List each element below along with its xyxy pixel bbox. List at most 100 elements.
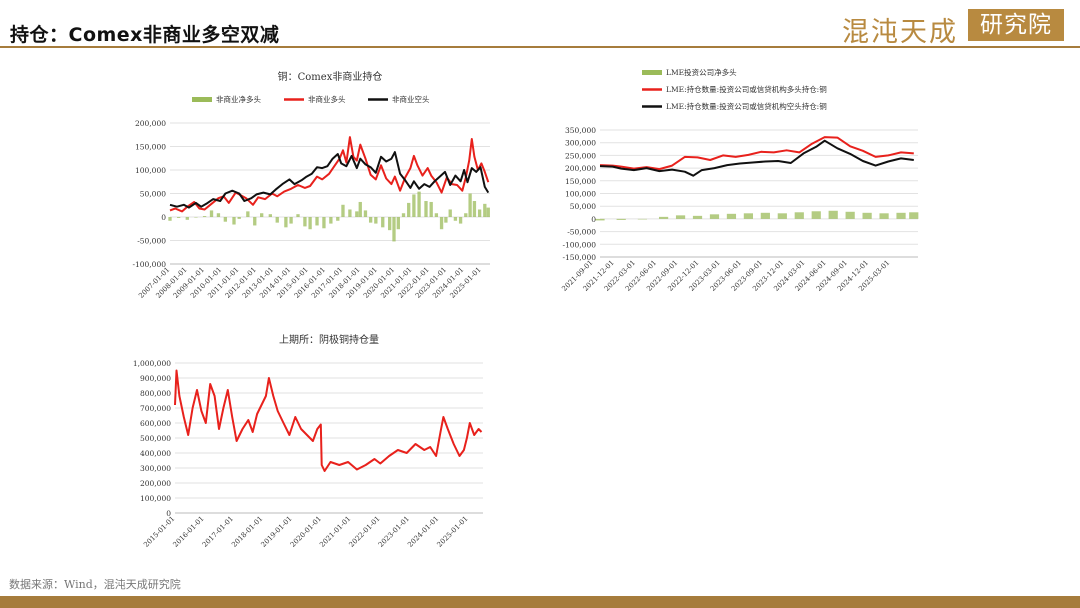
y-tick-label: 700,000 bbox=[140, 404, 171, 413]
bar bbox=[862, 212, 872, 219]
legend-label: 非商业空头 bbox=[392, 94, 430, 104]
bar bbox=[368, 217, 373, 223]
bar bbox=[289, 217, 293, 224]
bar bbox=[434, 213, 439, 217]
bar bbox=[777, 213, 787, 219]
bar bbox=[315, 217, 319, 226]
bar bbox=[743, 213, 754, 219]
y-tick-label: 600,000 bbox=[140, 419, 171, 428]
bar bbox=[322, 217, 326, 229]
legend-label: 非商业多头 bbox=[308, 94, 346, 104]
brand-research-box: 研究院 bbox=[968, 9, 1064, 41]
y-tick-label: 0 bbox=[161, 213, 166, 222]
chart-comex: 铜：Comex非商业持仓 -100,000 -50,000 0 50,000 100,00… bbox=[132, 70, 490, 300]
y-tick-label: 300,000 bbox=[565, 139, 596, 148]
bar bbox=[477, 209, 482, 217]
y-tick-label: 200,000 bbox=[135, 119, 166, 128]
bar bbox=[308, 217, 312, 230]
bar bbox=[637, 218, 648, 220]
chart-title: 上期所：阴极铜持仓量 bbox=[279, 333, 379, 346]
y-tick-label: 1,000,000 bbox=[133, 359, 171, 368]
chart-title: 铜：Comex非商业持仓 bbox=[278, 70, 383, 83]
y-tick-label: 200,000 bbox=[140, 479, 171, 488]
brand-logo: 混沌天成 研究院 bbox=[842, 8, 1070, 48]
y-tick-label: -100,000 bbox=[132, 260, 166, 269]
legend-label: LME:持仓数量:投资公司或信贷机构空头持仓:铜 bbox=[666, 101, 827, 111]
y-tick-label: 150,000 bbox=[565, 177, 596, 186]
bar bbox=[223, 217, 228, 222]
bar bbox=[381, 217, 385, 228]
y-tick-label: 250,000 bbox=[565, 151, 596, 160]
y-tick-label: 100,000 bbox=[565, 190, 596, 199]
bar bbox=[794, 212, 804, 219]
y-tick-label: 800,000 bbox=[140, 389, 171, 398]
bar bbox=[260, 213, 264, 217]
chart-shfe: 上期所：阴极铜持仓量 0 100,000 200,000 300,000 400,000 5… bbox=[133, 333, 483, 549]
bar bbox=[401, 213, 406, 217]
bar bbox=[392, 217, 396, 242]
series-line-0 bbox=[174, 369, 483, 472]
bar bbox=[453, 217, 458, 221]
bar bbox=[168, 217, 172, 221]
y-tick-label: -100,000 bbox=[562, 240, 596, 249]
bar bbox=[176, 217, 181, 218]
bar bbox=[486, 207, 490, 217]
bar bbox=[185, 217, 189, 220]
bar bbox=[429, 201, 433, 217]
bar bbox=[483, 203, 487, 217]
bar bbox=[396, 217, 400, 230]
bar bbox=[424, 201, 428, 217]
bar bbox=[284, 217, 288, 228]
bar bbox=[616, 218, 626, 220]
bar bbox=[253, 217, 257, 226]
bar bbox=[348, 209, 352, 217]
bar bbox=[675, 215, 686, 219]
header-rule bbox=[0, 46, 1080, 48]
bar bbox=[374, 217, 378, 224]
series-line-1 bbox=[599, 136, 914, 171]
bar bbox=[811, 211, 821, 219]
bar bbox=[209, 210, 214, 217]
bar bbox=[439, 217, 444, 230]
bar bbox=[692, 215, 703, 219]
y-tick-label: 350,000 bbox=[565, 126, 596, 135]
legend-label: LME投资公司净多头 bbox=[666, 67, 737, 77]
bar bbox=[202, 216, 207, 217]
bar bbox=[658, 216, 669, 219]
bar bbox=[358, 201, 362, 217]
bar bbox=[468, 193, 472, 217]
chart-lme: -150,000 -100,000 -50,000 0 50,000 100,000 150… bbox=[560, 67, 919, 293]
page-title: 持仓：Comex非商业多空双减 bbox=[10, 24, 280, 46]
bar bbox=[296, 214, 300, 217]
footer-bar bbox=[0, 596, 1080, 608]
bar bbox=[407, 202, 411, 217]
y-tick-label: 50,000 bbox=[140, 190, 166, 199]
y-tick-label: 100,000 bbox=[140, 494, 171, 503]
y-tick-label: 150,000 bbox=[135, 143, 166, 152]
bar bbox=[388, 217, 392, 231]
bar bbox=[341, 204, 345, 217]
bar bbox=[448, 209, 452, 217]
legend-swatch bbox=[192, 97, 212, 102]
bar bbox=[194, 217, 198, 218]
y-tick-label: -150,000 bbox=[562, 253, 596, 262]
y-tick-label: 0 bbox=[166, 509, 171, 518]
y-tick-label: -50,000 bbox=[567, 228, 596, 237]
y-tick-label: -50,000 bbox=[137, 237, 166, 246]
y-tick-label: 500,000 bbox=[140, 434, 171, 443]
brand-name: 混沌天成 bbox=[842, 17, 958, 48]
bar bbox=[232, 217, 236, 225]
y-tick-label: 400,000 bbox=[140, 449, 171, 458]
bar bbox=[363, 210, 368, 217]
bar bbox=[417, 191, 421, 217]
bar bbox=[303, 217, 307, 227]
bar bbox=[472, 201, 477, 217]
bar bbox=[444, 217, 448, 223]
bar bbox=[595, 218, 605, 221]
bar bbox=[845, 211, 855, 219]
legend-label: LME:持仓数量:投资公司或信贷机构多头持仓:铜 bbox=[666, 84, 827, 94]
bar bbox=[896, 212, 906, 219]
legend-swatch bbox=[642, 70, 662, 75]
bar bbox=[464, 213, 468, 217]
bar bbox=[329, 217, 333, 224]
